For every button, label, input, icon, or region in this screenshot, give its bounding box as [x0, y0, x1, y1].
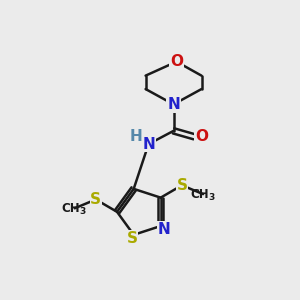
Text: N: N — [167, 97, 180, 112]
Text: S: S — [176, 178, 188, 193]
Text: H: H — [130, 129, 142, 144]
Text: CH: CH — [62, 202, 80, 215]
Text: CH: CH — [190, 188, 209, 201]
Text: S: S — [90, 192, 101, 207]
Text: 3: 3 — [80, 207, 86, 216]
Text: 3: 3 — [208, 193, 214, 202]
Text: O: O — [195, 129, 208, 144]
Text: S: S — [127, 231, 138, 246]
Text: N: N — [142, 136, 155, 152]
Text: O: O — [170, 54, 183, 69]
Text: N: N — [157, 222, 170, 237]
